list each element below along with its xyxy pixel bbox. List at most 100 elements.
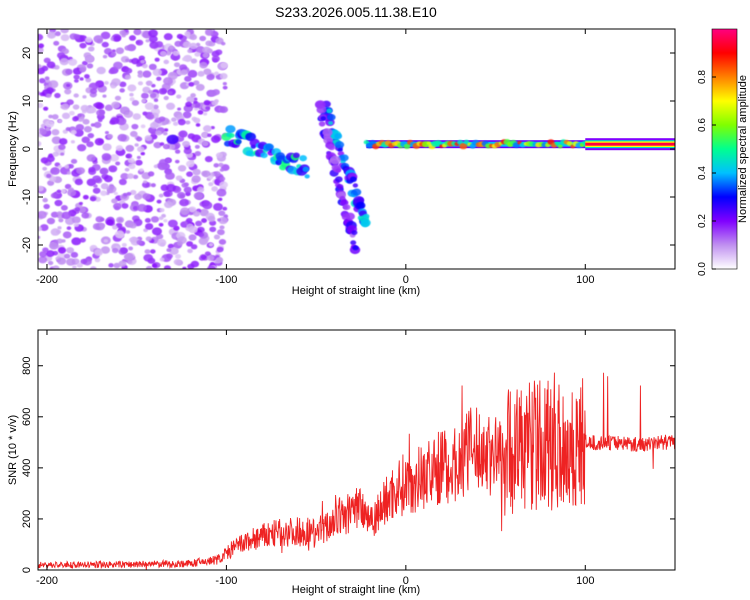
- spectrogram-blob: [56, 211, 63, 216]
- spectrogram-blob: [201, 218, 208, 223]
- spectrogram-blob: [328, 144, 336, 151]
- spectrogram-blob: [155, 130, 162, 136]
- spectrogram-blob: [38, 43, 45, 49]
- spectrogram-blob: [207, 175, 214, 180]
- spectrogram-blob: [53, 40, 60, 46]
- spectrogram-blob: [115, 161, 121, 166]
- spectrogram-blob: [181, 182, 188, 188]
- spectrogram-blob: [218, 239, 227, 245]
- spectrogram-blob: [216, 188, 227, 197]
- spectrogram-blob: [115, 145, 124, 152]
- spectrogram-blob: [45, 250, 55, 258]
- spectrogram-blob: [215, 257, 224, 263]
- spectrogram-blob: [163, 128, 169, 132]
- spectrogram-blob: [188, 225, 198, 234]
- spectrogram-blob: [175, 175, 183, 181]
- spectrogram-blob: [108, 69, 115, 75]
- spectrogram-blob: [207, 133, 212, 138]
- spectrogram-blob: [65, 127, 71, 132]
- spectrogram-blob: [173, 62, 181, 68]
- spectrogram-blob: [174, 253, 182, 259]
- spectrogram-blob: [292, 152, 300, 159]
- spectrogram-blob: [103, 175, 113, 183]
- spectrogram-blob: [79, 66, 86, 73]
- spectrogram-blob: [158, 216, 164, 221]
- spectrogram-y-tick-label: 0: [21, 146, 33, 152]
- spectrogram-blob: [66, 99, 74, 106]
- spectrogram-blob: [171, 117, 177, 122]
- spectrogram-blob: [352, 188, 362, 196]
- spectrogram-blob: [120, 172, 129, 180]
- spectrogram-blob: [68, 58, 78, 66]
- spectrogram-blob: [195, 123, 201, 127]
- colorbar-tick-label: 0.6: [697, 118, 708, 132]
- spectrogram-blob: [49, 241, 59, 250]
- spectrogram-blob: [151, 83, 156, 88]
- spectrogram-blob: [77, 113, 82, 118]
- spectrogram-blob: [194, 150, 202, 157]
- snr-x-tick-label: -200: [36, 575, 58, 587]
- spectrogram-blob: [459, 142, 468, 150]
- spectrogram-blob: [179, 193, 185, 199]
- spectrogram-blob: [74, 178, 83, 186]
- spectrogram-blob: [166, 248, 172, 253]
- spectrogram-blob: [196, 186, 205, 193]
- spectrogram-blob: [209, 226, 217, 233]
- spectrogram-blob: [193, 106, 199, 111]
- spectrogram-blob: [50, 211, 59, 218]
- spectrogram-blob: [76, 262, 83, 268]
- spectrogram-blob: [92, 187, 101, 194]
- spectrogram-blob: [334, 133, 343, 140]
- spectrogram-blob: [125, 230, 131, 234]
- spectrogram-blob: [48, 80, 59, 89]
- spectrogram-blob: [57, 226, 62, 230]
- spectrogram-blob: [208, 182, 214, 187]
- spectrogram-blob: [222, 82, 227, 86]
- spectrogram-blob: [336, 183, 344, 190]
- spectrogram-blob: [163, 131, 168, 136]
- spectrogram-blob: [61, 112, 71, 120]
- spectrogram-blob: [214, 171, 221, 177]
- spectrogram-blob: [41, 65, 49, 72]
- spectrogram-blob: [158, 222, 164, 227]
- spectrogram-blob: [218, 210, 226, 217]
- spectrogram-blob: [182, 111, 192, 119]
- spectrogram-blob: [173, 258, 182, 266]
- spectrogram-blob: [100, 246, 111, 254]
- spectrogram-blob: [166, 134, 179, 145]
- spectrogram-blob: [163, 190, 171, 197]
- spectrogram-blob: [82, 194, 89, 200]
- spectrogram-blob: [60, 29, 69, 34]
- spectrogram-blob: [54, 176, 63, 183]
- spectrogram-blob: [125, 67, 133, 74]
- spectrogram-blob: [100, 31, 111, 40]
- spectrogram-blob: [190, 244, 198, 250]
- spectrogram-blob: [178, 130, 188, 138]
- spectrogram-blob: [51, 129, 60, 136]
- spectrogram-blob: [116, 117, 127, 126]
- spectrogram-blob: [152, 68, 162, 77]
- spectrogram-blob: [39, 224, 49, 231]
- spectrogram-blob: [163, 144, 168, 149]
- spectrogram-blob: [131, 123, 139, 130]
- spectrogram-blob: [77, 144, 87, 152]
- spectrogram-blob: [159, 142, 165, 146]
- spectrogram-blob: [155, 41, 164, 48]
- spectrogram-blob: [79, 42, 87, 49]
- spectrogram-blob: [143, 180, 148, 184]
- spectrogram-blob: [129, 97, 135, 102]
- spectrogram-blob: [352, 245, 359, 251]
- spectrogram-blob: [54, 92, 61, 99]
- snr-x-tick-label: 0: [403, 575, 409, 587]
- spectrogram-blob: [104, 81, 109, 85]
- spectrogram-blob: [104, 131, 109, 135]
- spectrogram-blob: [54, 199, 63, 207]
- spectrogram-blob: [121, 203, 129, 209]
- spectrogram-blob: [40, 157, 49, 164]
- spectrogram-blob: [129, 92, 134, 97]
- spectrogram-blob: [179, 64, 188, 71]
- spectrogram-blob: [193, 100, 198, 104]
- spectrogram-blob: [219, 181, 228, 189]
- spectrogram-blob: [197, 109, 204, 115]
